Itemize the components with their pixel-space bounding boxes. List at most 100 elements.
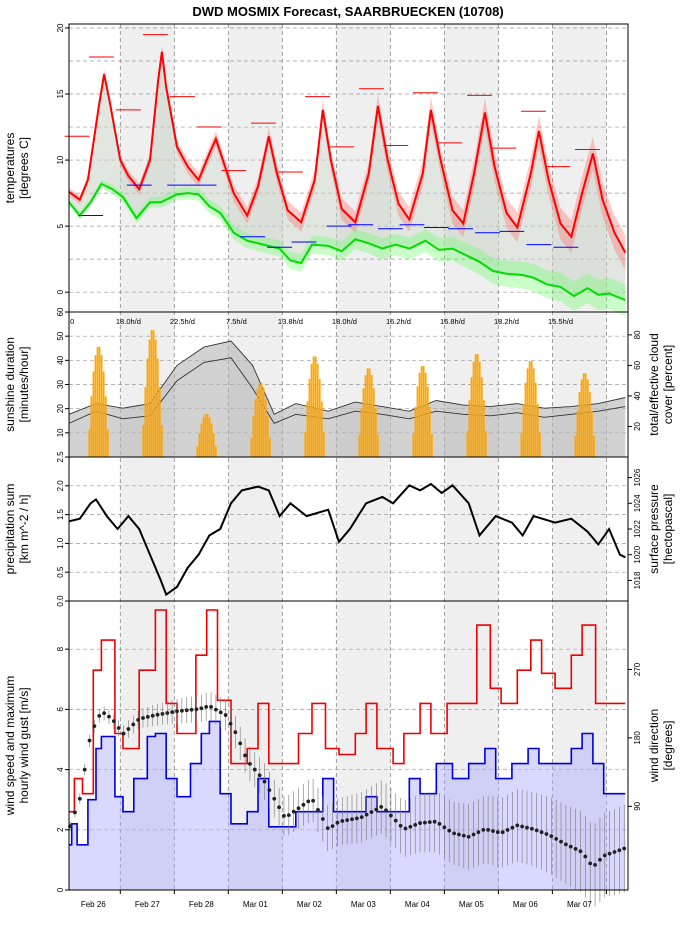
sunshine-bar [252, 416, 255, 457]
wind-direction-point [189, 707, 194, 712]
sunshine-bar [104, 396, 107, 457]
sunshine-bar [480, 377, 483, 457]
wind-direction-point [165, 711, 170, 715]
wind-direction-point [403, 826, 408, 831]
y-right-tick-label: 1024 [633, 494, 642, 512]
wind-direction-point [491, 829, 495, 833]
wind-direction-point [437, 821, 442, 826]
sunshine-bar [468, 400, 471, 457]
x-tick-label: Mar 06 [513, 900, 538, 909]
wind-direction-point [282, 813, 286, 818]
sunshine-bar [210, 423, 213, 457]
sunshine-bar [320, 401, 323, 457]
wind-direction-point [622, 846, 627, 851]
y-right-tick-label: 1018 [633, 571, 642, 589]
wind-direction-point [520, 824, 525, 829]
wind-direction-point [505, 828, 510, 832]
wind-direction-point [209, 704, 213, 709]
wind-direction-point [359, 815, 364, 820]
sunshine-bar [522, 404, 525, 457]
wind-direction-point [335, 820, 340, 825]
sunshine-bar [524, 382, 527, 457]
sunshine-bar [536, 404, 539, 457]
wind-direction-point [539, 830, 544, 835]
sunshine-bar [584, 373, 587, 457]
wind-direction-point [204, 704, 209, 709]
wind-direction-point [170, 710, 175, 715]
y-axis-label: hourly wind gust [m/s] [17, 687, 31, 803]
wind-direction-point [549, 834, 554, 839]
y-tick-label: 20 [56, 404, 65, 413]
y-tick-label: 2.0 [56, 480, 65, 492]
surface-pressure-line [68, 482, 626, 597]
wind-direction-point [145, 714, 150, 719]
wind-direction-point [131, 722, 136, 727]
sunshine-bar [530, 361, 533, 457]
sunshine-daily-total: 7.5h/d [226, 317, 247, 326]
sunshine-bar [322, 431, 325, 457]
sunshine-bar [526, 368, 529, 457]
x-tick-label: Feb 28 [189, 900, 214, 909]
pressure-panel [68, 482, 626, 597]
wind-direction-point [291, 809, 296, 814]
sunshine-bar [144, 387, 147, 457]
wind-panel [68, 609, 627, 907]
y-tick-label: 0 [56, 289, 65, 294]
wind-direction-point [393, 818, 398, 823]
wind-direction-point [248, 761, 252, 766]
y-tick-label: 15 [56, 89, 65, 98]
wind-direction-point [77, 796, 82, 801]
wind-direction-point [447, 828, 452, 833]
sunshine-bar [250, 438, 253, 457]
sunshine-bar [358, 434, 361, 457]
wind-direction-point [126, 727, 131, 731]
sunshine-bar [482, 400, 485, 457]
sunshine-bar [593, 435, 595, 457]
y-axis-label: sunshine duration [3, 337, 17, 432]
y-axis-label: [degrees C] [17, 137, 31, 199]
wind-direction-point [121, 731, 126, 736]
sunshine-bar [102, 371, 105, 457]
wind-direction-point [150, 713, 155, 718]
sunshine-bar [538, 432, 541, 457]
wind-direction-point [573, 847, 578, 851]
y-axis-right-label: total/effective cloud [647, 333, 661, 436]
wind-direction-point [252, 767, 257, 772]
sunshine-daily-total: 18.2h/d [494, 317, 519, 326]
wind-direction-point [257, 773, 262, 778]
wind-direction-point [136, 717, 141, 722]
wind-direction-point [413, 822, 418, 827]
sunshine-bar [478, 361, 481, 457]
wind-direction-point [223, 713, 228, 717]
sunshine-bar [466, 431, 469, 457]
sunshine-bar [254, 399, 257, 457]
sunshine-bar [416, 386, 419, 457]
wind-speed-area [69, 721, 626, 890]
sunshine-bar [308, 378, 311, 457]
wind-direction-point [218, 710, 223, 715]
wind-direction-point [534, 828, 539, 833]
y-right-tick-label: 90 [633, 801, 642, 810]
wind-direction-point [529, 826, 534, 831]
x-tick-label: Mar 03 [351, 900, 376, 909]
sunshine-bar [150, 330, 153, 457]
wind-direction-point [228, 721, 233, 726]
y-right-tick-label: 1022 [633, 520, 642, 538]
sunshine-bar [260, 382, 263, 457]
wind-direction-point [340, 819, 345, 823]
wind-direction-point [398, 823, 403, 828]
wind-direction-point [73, 810, 77, 815]
sunshine-bar [590, 410, 593, 457]
y-axis-right-label: [hectopascal] [661, 494, 675, 565]
sunshine-bar [200, 423, 203, 457]
wind-direction-point [350, 817, 354, 822]
sunshine-bar [262, 388, 265, 457]
wind-direction-point [408, 824, 413, 829]
sunshine-bar [160, 424, 163, 457]
sunshine-bar [532, 368, 535, 457]
panel-frame [68, 600, 629, 891]
sunshine-bar [142, 424, 145, 457]
y-axis-label: precipitation sum [3, 484, 17, 575]
sunshine-bar [588, 391, 591, 457]
